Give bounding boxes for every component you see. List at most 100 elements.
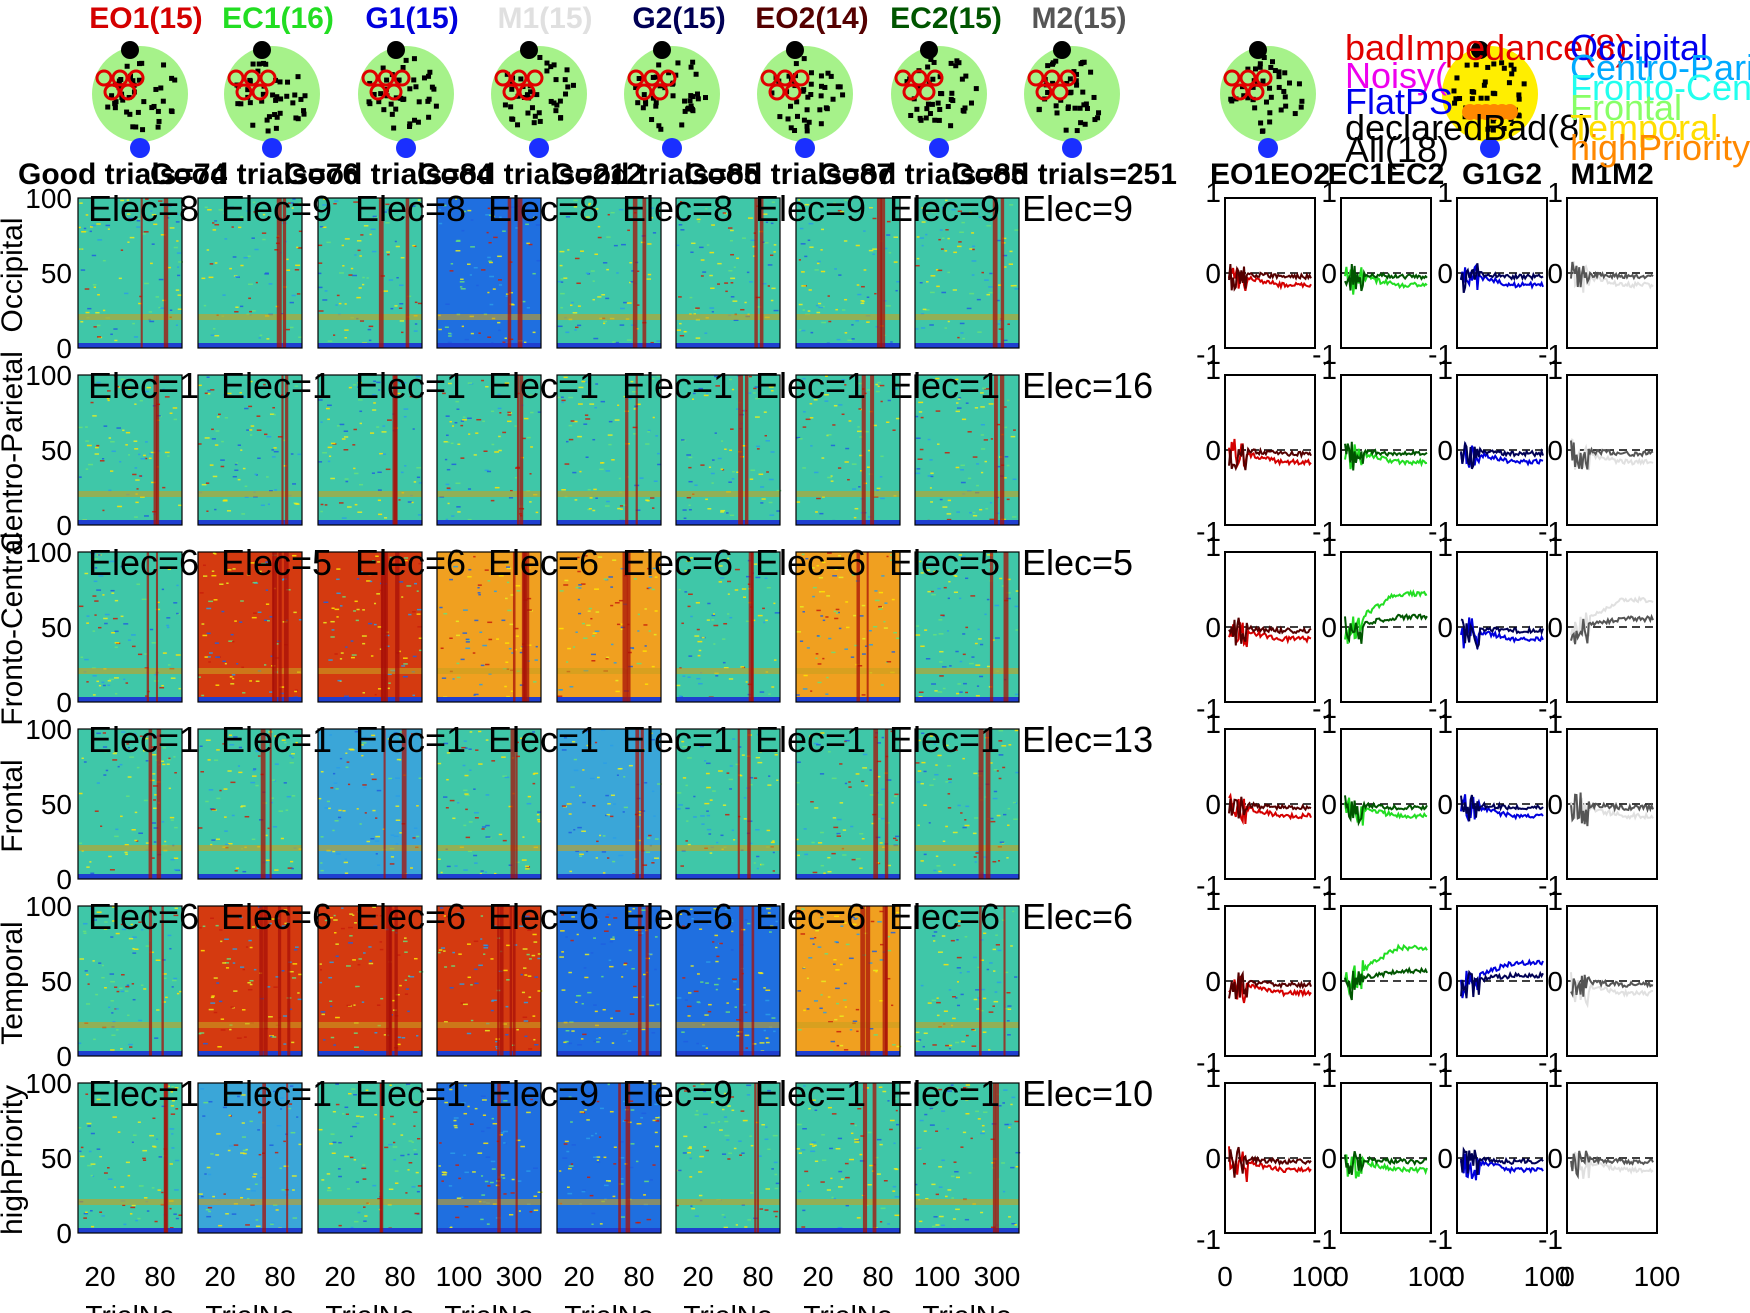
topo-electrode <box>563 91 569 97</box>
spectrogram-cell <box>274 249 279 251</box>
spectrogram-cell <box>523 1001 529 1004</box>
spectrogram-cell <box>464 793 469 795</box>
spectrogram-cell <box>953 251 957 254</box>
spectrogram-cell <box>210 996 215 999</box>
spectrogram-cell <box>514 561 518 563</box>
spectrogram-cell <box>335 1083 339 1085</box>
spectrogram-cell <box>999 841 1005 843</box>
spectrogram-xtick: 100 <box>436 1261 483 1292</box>
spectrogram-cell <box>354 600 358 603</box>
spectrogram-cell <box>962 633 966 635</box>
spectrogram-cell <box>771 287 776 290</box>
spectrogram-cell <box>92 675 97 677</box>
spectrogram-cell <box>455 1164 459 1166</box>
spectrogram-cell <box>530 411 534 414</box>
spectrogram-cell <box>506 695 510 698</box>
spectrogram-cell <box>369 960 372 962</box>
spectrogram-texture <box>676 552 780 702</box>
spectrogram-cell <box>144 653 148 655</box>
spectrogram-cell <box>885 247 888 250</box>
spectrogram-cell <box>916 468 921 470</box>
spectrogram-cell <box>988 1011 994 1013</box>
spectrogram-band <box>437 668 541 674</box>
spectrogram-cell <box>136 387 139 389</box>
topo-electrode <box>804 128 810 134</box>
spectrogram-cell <box>986 665 991 668</box>
spectrogram-cell <box>78 842 83 845</box>
spectrogram-cell <box>956 407 962 409</box>
spectrogram-cell <box>970 557 976 559</box>
topo-electrode <box>371 91 377 97</box>
topo-electrode <box>801 56 807 62</box>
spectrogram-cell <box>353 428 357 431</box>
spectrogram-cell <box>916 781 921 783</box>
spectrogram-cell <box>621 976 624 978</box>
spectrogram-cell <box>835 969 840 971</box>
spectrogram-cell <box>796 781 800 784</box>
spectrogram-cell <box>835 308 838 311</box>
spectrogram-cell <box>455 620 459 623</box>
spectrogram-cell <box>82 930 87 933</box>
topo-electrode <box>502 102 508 108</box>
spectrogram-cell <box>717 977 721 980</box>
spectrogram-cell <box>654 610 658 612</box>
spectrogram-cell <box>206 1166 211 1169</box>
spectrogram-cell <box>599 1107 604 1110</box>
spectrogram-cell <box>339 423 345 426</box>
spectrogram-stripe <box>497 1083 501 1233</box>
spectrogram-cell <box>563 376 568 379</box>
spectrogram-cell <box>681 925 686 927</box>
topo-electrode <box>149 105 155 111</box>
topo-electrode <box>653 103 659 109</box>
spectrogram-cell <box>292 483 297 485</box>
spectrogram-cell <box>877 385 880 388</box>
spectrogram-band <box>796 1022 900 1028</box>
topo-electrode <box>290 100 296 106</box>
spectrogram-cell <box>377 864 381 866</box>
spectrogram-cell <box>595 857 599 859</box>
spectrogram-cell <box>220 459 225 461</box>
topo-bad-electrode <box>776 69 794 87</box>
spectrogram-stripe <box>642 198 647 348</box>
spectrogram-cell <box>198 443 202 445</box>
spectrogram-cell <box>801 271 805 273</box>
topo-bad-electrode <box>1027 69 1045 87</box>
spectrogram-cell <box>628 949 632 952</box>
spectrogram-cell <box>837 209 842 212</box>
spectrogram-cell <box>965 626 969 629</box>
spectrogram-band <box>915 1051 1019 1056</box>
spectrogram-cell <box>515 585 521 587</box>
spectrogram-cell <box>559 250 565 253</box>
spectrogram-ytick: 0 <box>56 687 72 718</box>
topo-electrode <box>509 86 515 92</box>
spectrogram-cell <box>564 735 568 738</box>
spectrogram-cell <box>486 470 492 473</box>
spectrogram-cell <box>620 628 624 631</box>
spectrogram-cell <box>958 920 963 922</box>
spectrogram-cell <box>880 455 884 458</box>
topo-electrode <box>416 99 422 105</box>
spectrogram-cell <box>357 511 363 513</box>
spectrogram-cell <box>1002 237 1007 240</box>
spectrogram-cell <box>948 778 952 780</box>
spectrogram-cell <box>266 338 270 340</box>
topo-marker <box>253 41 271 59</box>
spectrogram-cell <box>730 428 734 430</box>
spectrogram-cell <box>274 657 279 659</box>
spectrogram-cell <box>956 924 961 927</box>
spectrogram-cell <box>449 799 455 802</box>
spectrogram-cell <box>613 803 617 805</box>
spectrogram-cell <box>153 223 158 226</box>
spectrogram-frame <box>675 197 781 349</box>
spectrogram-cell <box>652 416 655 419</box>
spectrogram-cell <box>887 864 891 867</box>
spectrogram-cell <box>333 202 337 205</box>
spectrogram-cell <box>637 630 640 632</box>
spectrogram-cell <box>124 990 129 992</box>
spectrogram-cell <box>976 685 980 687</box>
spectrogram-cell <box>440 871 443 874</box>
spectrogram-cell <box>948 580 951 583</box>
spectrogram-cell <box>350 1135 353 1138</box>
spectrogram-cell <box>934 690 938 692</box>
spectrogram-cell <box>374 602 377 605</box>
